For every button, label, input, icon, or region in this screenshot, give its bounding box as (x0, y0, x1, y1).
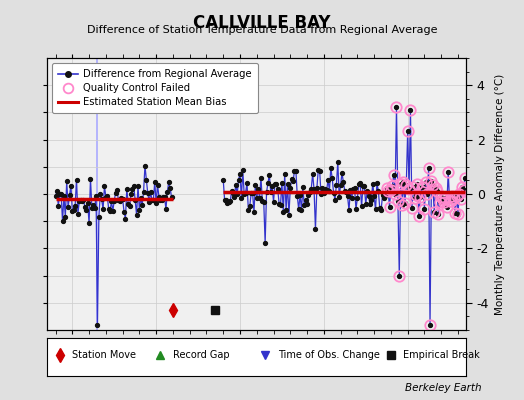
Text: Record Gap: Record Gap (173, 350, 230, 360)
Text: Berkeley Earth: Berkeley Earth (406, 383, 482, 393)
Text: Time of Obs. Change: Time of Obs. Change (278, 350, 379, 360)
Y-axis label: Monthly Temperature Anomaly Difference (°C): Monthly Temperature Anomaly Difference (… (495, 73, 505, 315)
Text: CALLVILLE BAY: CALLVILLE BAY (193, 14, 331, 32)
Text: Station Move: Station Move (72, 350, 136, 360)
Text: Empirical Break: Empirical Break (403, 350, 480, 360)
Text: Difference of Station Temperature Data from Regional Average: Difference of Station Temperature Data f… (87, 25, 437, 35)
Legend: Difference from Regional Average, Quality Control Failed, Estimated Station Mean: Difference from Regional Average, Qualit… (52, 63, 258, 113)
